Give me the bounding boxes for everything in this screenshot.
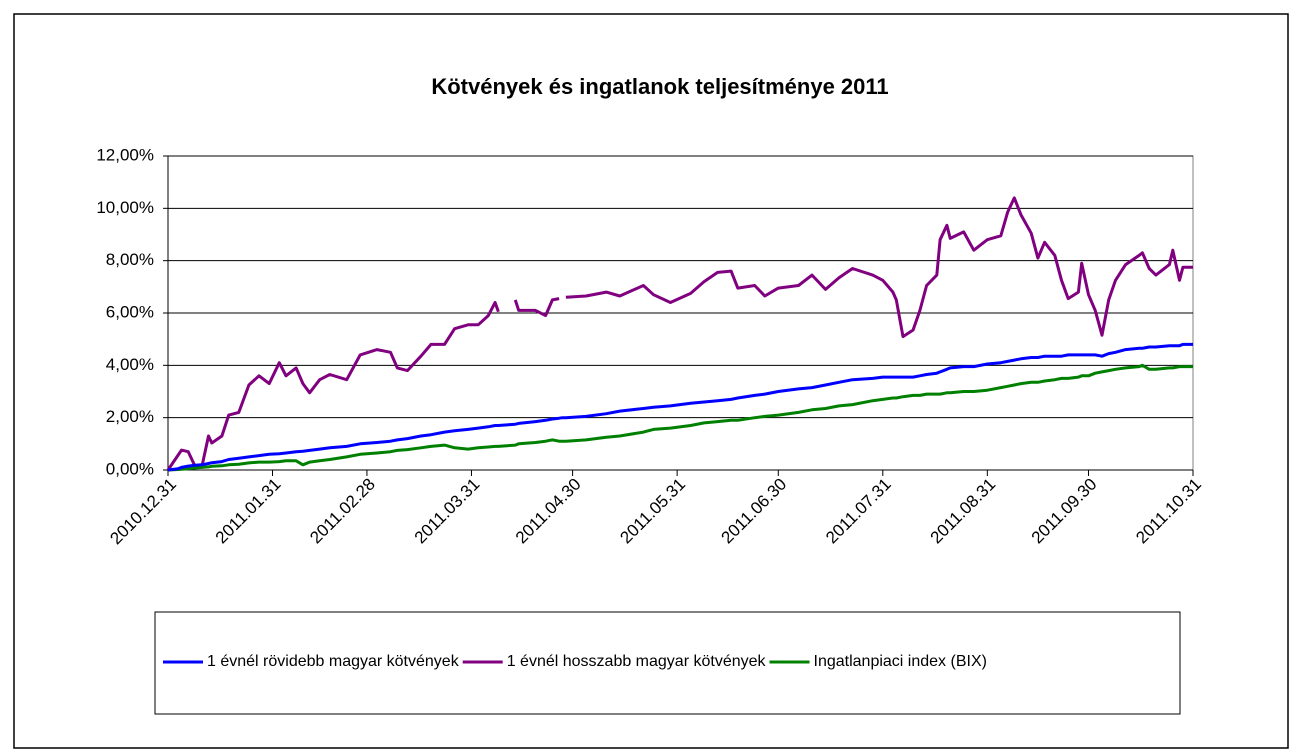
legend-label: Ingatlanpiaci index (BIX)	[814, 653, 987, 670]
y-tick-label: 4,00%	[106, 355, 154, 374]
line-series	[166, 196, 1193, 471]
chart-title: Kötvények és ingatlanok teljesítménye 20…	[431, 74, 888, 99]
y-tick-label: 2,00%	[106, 407, 154, 426]
y-tick-label: 10,00%	[96, 198, 154, 217]
y-tick-label: 6,00%	[106, 302, 154, 321]
legend-box	[154, 611, 1181, 715]
y-tick-label: 8,00%	[106, 250, 154, 269]
legend-label: 1 évnél rövidebb magyar kötvények	[207, 653, 460, 670]
legend-label: 1 évnél hosszabb magyar kötvények	[507, 653, 767, 670]
y-tick-label: 12,00%	[96, 145, 154, 164]
y-tick-label: 0,00%	[106, 459, 154, 478]
line-series	[167, 363, 1193, 472]
line-series	[167, 342, 1193, 472]
